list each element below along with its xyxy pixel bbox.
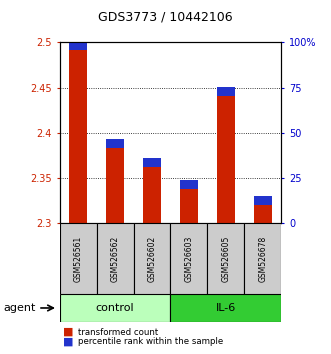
Text: ■: ■ [63,327,73,337]
Bar [170,294,281,322]
Bar [217,96,235,223]
Bar [60,294,170,322]
Bar [69,50,87,223]
Text: GSM526562: GSM526562 [111,235,119,281]
Bar [143,158,161,167]
Bar [69,41,87,50]
Text: control: control [96,303,134,313]
Text: percentile rank within the sample: percentile rank within the sample [78,337,223,346]
Text: GDS3773 / 10442106: GDS3773 / 10442106 [98,10,233,23]
Bar [180,180,198,189]
Text: GSM526605: GSM526605 [221,235,230,282]
Text: GSM526603: GSM526603 [184,235,193,282]
Bar [106,139,124,148]
Text: GSM526602: GSM526602 [148,235,157,281]
Bar [208,223,244,294]
Bar [97,223,133,294]
Bar [254,205,272,223]
Bar [133,223,170,294]
Bar [254,196,272,205]
Text: transformed count: transformed count [78,327,158,337]
Text: agent: agent [3,303,36,313]
Text: IL-6: IL-6 [216,303,236,313]
Bar [244,223,281,294]
Bar [106,148,124,223]
Text: ■: ■ [63,337,73,347]
Bar [180,189,198,223]
Text: GSM526678: GSM526678 [259,235,267,281]
Text: GSM526561: GSM526561 [73,235,82,281]
Bar [170,223,208,294]
Bar [217,87,235,96]
Bar [143,167,161,223]
Bar [60,223,97,294]
